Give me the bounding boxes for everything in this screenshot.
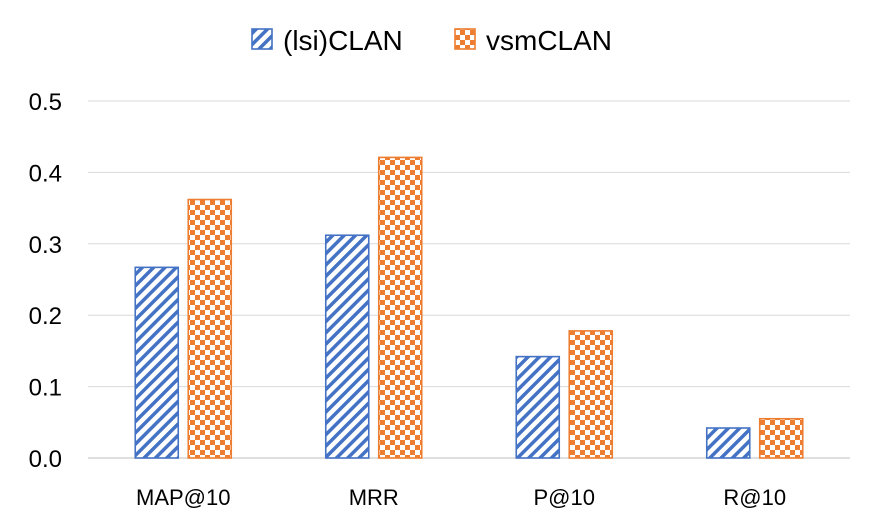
y-tick-label: 0.3 [29,232,62,259]
y-tick-label: 0.5 [29,89,62,116]
bar-lsiclan-1 [324,234,370,459]
bar-lsiclan-3 [705,427,751,459]
legend-label: (lsi)CLAN [283,25,403,56]
legend: (lsi)CLAN vsmCLAN [251,25,612,56]
bars [134,156,804,459]
bar-lsiclan-2 [515,355,561,459]
legend-swatch [454,28,476,50]
bar-vsmclan-2 [568,330,614,459]
y-tick-label: 0.2 [29,303,62,330]
x-category-label: R@10 [723,485,786,510]
y-tick-label: 0.1 [29,375,62,402]
legend-label: vsmCLAN [486,25,612,56]
x-category-label: P@10 [534,485,595,510]
bar-lsiclan-0 [134,266,180,459]
y-axis: 0.0 0.1 0.2 0.3 0.4 0.5 [29,89,62,473]
bar-vsmclan-0 [187,198,233,459]
x-category-label: MRR [349,485,399,510]
x-axis: MAP@10 MRR P@10 R@10 [136,485,786,510]
bar-vsmclan-1 [377,156,423,459]
y-tick-label: 0.4 [29,160,62,187]
x-category-label: MAP@10 [136,485,230,510]
y-tick-label: 0.0 [29,446,62,473]
bar-vsmclan-3 [758,417,804,459]
legend-swatch [251,28,273,50]
